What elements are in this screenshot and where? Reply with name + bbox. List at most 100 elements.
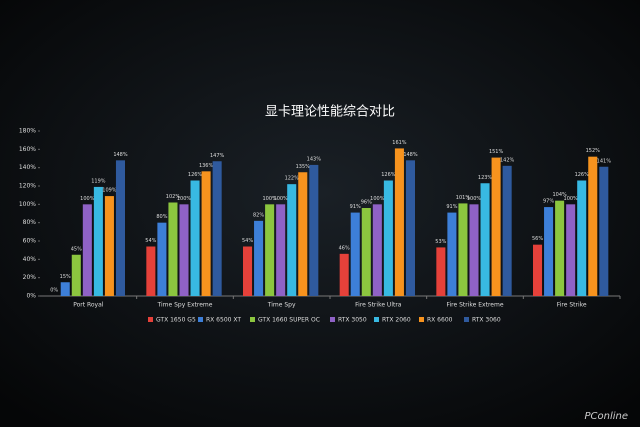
legend-swatch [464, 317, 469, 322]
legend-swatch [330, 317, 335, 322]
legend-label: RX 6500 XT [206, 317, 241, 324]
bar [201, 171, 211, 296]
value-label: 100% [467, 196, 482, 202]
bar [60, 282, 70, 296]
bar [533, 244, 543, 296]
bar [447, 212, 457, 296]
y-tick-label: 60% [23, 238, 37, 245]
legend-swatch [419, 317, 424, 322]
value-label: 97% [543, 199, 554, 205]
value-label: 100% [370, 196, 385, 202]
bar [458, 203, 468, 296]
bar [555, 200, 565, 296]
y-tick-label: 120% [19, 183, 36, 190]
y-tick-label: 160% [19, 146, 36, 153]
bar [243, 246, 253, 296]
y-tick-label: 140% [19, 164, 36, 171]
value-label: 126% [188, 172, 203, 178]
bar [82, 204, 92, 296]
legend-label: RTX 2060 [382, 317, 411, 324]
value-label: 142% [500, 157, 515, 163]
value-label: 122% [285, 176, 300, 182]
value-label: 100% [177, 196, 192, 202]
bar [168, 202, 178, 296]
value-label: 0% [50, 288, 58, 294]
value-label: 15% [60, 274, 71, 280]
bar [179, 204, 189, 296]
value-label: 96% [361, 200, 372, 206]
bar [502, 165, 512, 296]
y-tick-label: 100% [19, 201, 36, 208]
bar [287, 184, 297, 296]
bar [383, 180, 393, 296]
value-label: 109% [102, 188, 117, 194]
value-label: 148% [113, 152, 128, 158]
legend-label: RX 6600 [427, 317, 453, 324]
y-tick-label: 0% [26, 293, 36, 300]
y-tick-label: 40% [23, 256, 37, 263]
bar [588, 156, 598, 296]
bar [372, 204, 382, 296]
chart-title: 显卡理论性能综合对比 [265, 105, 395, 120]
value-label: 126% [381, 172, 396, 178]
value-label: 91% [446, 204, 457, 210]
value-label: 100% [274, 196, 289, 202]
value-label: 54% [242, 238, 253, 244]
value-label: 126% [575, 172, 590, 178]
value-label: 152% [586, 148, 601, 154]
value-label: 102% [166, 194, 181, 200]
legend-label: GTX 1660 SUPER OC [258, 317, 320, 324]
value-label: 161% [392, 140, 407, 146]
bar [298, 172, 308, 296]
bar [254, 220, 264, 296]
legend-swatch [250, 317, 255, 322]
value-label: 141% [597, 158, 612, 164]
bar [212, 161, 222, 296]
value-label: 82% [253, 212, 264, 218]
y-tick-label: 20% [23, 274, 37, 281]
legend-label: GTX 1650 G5 [156, 317, 196, 324]
legend-swatch [198, 317, 203, 322]
legend-swatch [374, 317, 379, 322]
value-label: 80% [156, 214, 167, 220]
value-label: 46% [339, 245, 350, 251]
y-tick-label: 180% [19, 128, 36, 135]
bar [104, 196, 114, 296]
x-tick-label: Time Spy [267, 302, 296, 309]
bar [480, 183, 490, 296]
bar [469, 204, 479, 296]
y-tick-label: 80% [23, 219, 37, 226]
watermark: PConline [584, 411, 628, 422]
value-label: 151% [489, 149, 504, 155]
value-label: 104% [552, 192, 567, 198]
bar [361, 208, 371, 296]
x-tick-label: Time Spy Extreme [157, 302, 213, 309]
bar [276, 204, 286, 296]
bar [190, 180, 200, 296]
bar [544, 207, 554, 296]
bar [566, 204, 576, 296]
value-label: 143% [307, 156, 322, 162]
value-label: 45% [71, 246, 82, 252]
value-label: 148% [403, 152, 418, 158]
value-label: 136% [199, 163, 214, 169]
x-tick-label: Fire Strike [557, 302, 587, 309]
value-label: 100% [564, 196, 579, 202]
bar [115, 160, 125, 296]
x-tick-label: Fire Strike Extreme [446, 302, 503, 309]
legend-label: RTX 3050 [338, 317, 367, 324]
bar [71, 254, 81, 296]
bar [157, 222, 167, 296]
bar [394, 148, 404, 296]
bar [350, 212, 360, 296]
value-label: 123% [478, 175, 493, 181]
value-label: 147% [210, 153, 225, 159]
bar [93, 186, 103, 296]
x-tick-label: Fire Strike Ultra [355, 302, 402, 309]
value-label: 101% [456, 195, 471, 201]
bar [339, 253, 349, 296]
bar [146, 246, 156, 296]
value-label: 100% [262, 196, 277, 202]
bar [491, 157, 501, 296]
